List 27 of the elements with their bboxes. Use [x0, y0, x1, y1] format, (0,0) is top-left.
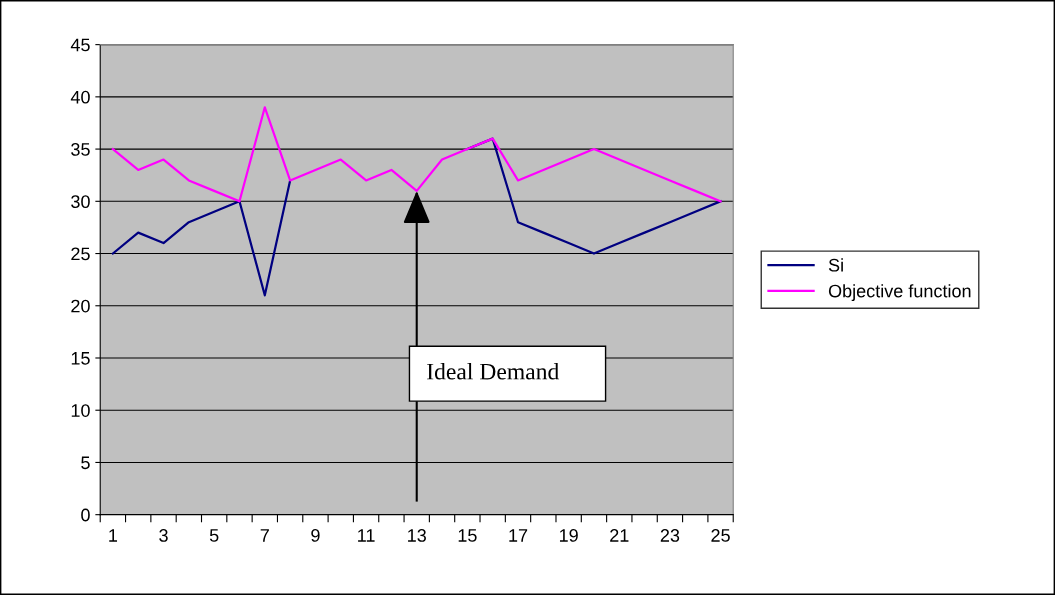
x-tick-label: 3	[159, 529, 168, 542]
annotation: Ideal Demand	[427, 362, 560, 380]
x-tick-label: 23	[660, 529, 680, 542]
x-tick-label: 17	[509, 529, 528, 542]
x-tick-label: 1	[109, 529, 118, 542]
x-tick-label: 9	[311, 529, 320, 542]
y-tick-label: 25	[71, 247, 90, 261]
y-tick-label: 40	[70, 90, 90, 104]
line-series	[111, 106, 722, 203]
x-tick-label: 25	[711, 529, 730, 542]
x-tick-label: 5	[209, 529, 219, 542]
y-tick-label: 20	[71, 299, 90, 313]
legend-label: Si	[828, 258, 843, 272]
y-tick-label: 15	[71, 352, 90, 365]
y-tick-label: 10	[71, 404, 90, 417]
y-tick-label: 30	[71, 195, 90, 209]
legend-label: Objective function	[828, 284, 971, 301]
x-tick-label: 13	[408, 529, 426, 542]
y-tick-label: 45	[70, 38, 90, 52]
x-tick-label: 7	[260, 529, 269, 542]
x-tick-label: 11	[358, 529, 375, 542]
x-tick-label: 19	[559, 529, 578, 542]
y-tick-label: 5	[81, 456, 90, 470]
x-tick-label: 15	[458, 529, 477, 542]
y-tick-label: 0	[81, 508, 90, 522]
y-tick-label: 35	[71, 143, 90, 156]
x-tick-label: 21	[610, 529, 629, 542]
